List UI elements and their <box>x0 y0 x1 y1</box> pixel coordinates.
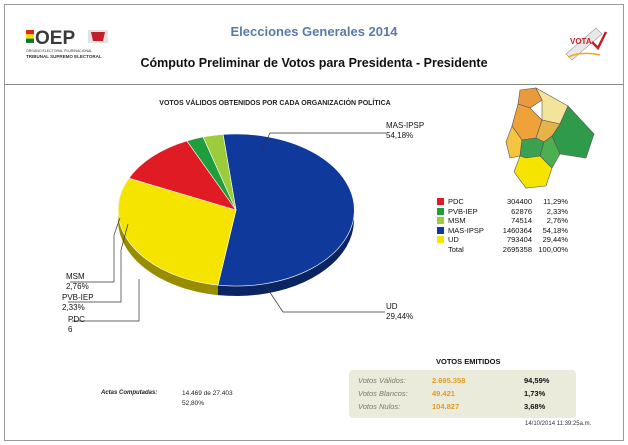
legend-pct: 2,76% <box>546 216 568 226</box>
legend-row: PVB-IEP 62876 2,33% <box>437 207 568 217</box>
emitidos-value: 49.421 <box>432 389 455 398</box>
logo-line-1: ÓRGANO ELECTORAL PLURINACIONAL <box>26 49 93 53</box>
oep-logo: OEP <box>26 28 108 49</box>
legend-pct: 29,44% <box>542 235 568 245</box>
label-mas-pct: 54,18% <box>386 131 414 140</box>
legend: PDC 304400 11,29% PVB-IEP 62876 2,33% MSM 74514… <box>437 197 568 254</box>
leader-pvb <box>68 223 129 303</box>
legend-name: Total <box>448 244 464 254</box>
timestamp: 14/10/2014 11:39:25a.m. <box>525 421 592 427</box>
bolivia-map <box>505 87 595 189</box>
emitidos-value: 2.695.358 <box>432 376 466 385</box>
legend-name: PVB-IEP <box>448 206 478 216</box>
pie-slice-mas-ipsp <box>217 133 355 287</box>
label-mas-name: MAS-IPSP <box>386 121 425 130</box>
legend-votes: 74514 <box>511 216 532 226</box>
actas-label: Actas Computadas: <box>101 390 158 396</box>
legend-swatch <box>437 246 444 253</box>
label-pvb-pct: 2,33% <box>62 303 85 312</box>
actas-pct: 52,80% <box>182 400 205 407</box>
logo-line-2: TRIBUNAL SUPREMO ELECTORAL <box>26 54 102 59</box>
emitidos-pct: 3,68% <box>524 402 546 411</box>
legend-pct: 54,18% <box>542 225 568 235</box>
leader-msm <box>70 217 121 283</box>
legend-swatch <box>437 207 444 215</box>
legend-pct: 11,29% <box>543 197 568 207</box>
chart-title: VOTOS VÁLIDOS OBTENIDOS POR CADA ORGANIZ… <box>159 100 391 107</box>
emitidos-title: VOTOS EMITIDOS <box>436 357 501 366</box>
emitidos-pct: 1,73% <box>524 389 546 398</box>
pie-slice-msm <box>202 134 237 211</box>
label-ud-name: UD <box>386 302 398 311</box>
label-msm-pct: 2,76% <box>66 282 89 291</box>
leader-ud <box>264 284 385 313</box>
emitidos-pct: 94,59% <box>524 376 550 385</box>
page-title: Elecciones Generales 2014 <box>230 24 398 39</box>
emitidos-label: Votos Nulos: <box>358 402 401 411</box>
vota-text: VOTA <box>570 37 592 46</box>
legend-votes: 304400 <box>506 197 532 207</box>
label-pdc-name: PDC <box>68 315 85 324</box>
vota-logo: VOTA <box>565 27 608 61</box>
legend-row: MSM 74514 2,76% <box>437 216 568 226</box>
actas-value: 14.469 de 27.403 <box>182 390 233 397</box>
legend-votes: 793404 <box>506 235 532 245</box>
legend-row: Total 2695358 100,00% <box>437 245 568 255</box>
emitidos-label: Votos Válidos: <box>358 376 406 385</box>
legend-row: UD 793404 29,44% <box>437 235 568 245</box>
legend-votes: 2695358 <box>502 244 532 254</box>
legend-votes: 62876 <box>511 206 532 216</box>
emitidos-value: 104.827 <box>432 402 460 411</box>
label-msm-name: MSM <box>66 272 85 281</box>
legend-pct: 2,33% <box>546 206 568 216</box>
legend-votes: 1460364 <box>502 225 532 235</box>
pie-slice-ud <box>117 177 237 286</box>
page-subtitle: Cómputo Preliminar de Votos para Preside… <box>140 56 488 70</box>
legend-name: MSM <box>448 216 466 226</box>
logo-text: OEP <box>35 28 75 49</box>
legend-name: PDC <box>448 197 464 207</box>
label-pdc-pct: 6 <box>68 325 73 334</box>
legend-name: MAS-IPSP <box>448 225 484 235</box>
legend-swatch <box>437 236 444 244</box>
pie-side-ud <box>118 178 218 296</box>
legend-row: PDC 304400 11,29% <box>437 197 568 207</box>
header-separator <box>4 84 624 85</box>
leader-mas <box>261 132 386 150</box>
legend-pct: 100,00% <box>538 244 568 254</box>
legend-swatch <box>437 217 444 225</box>
label-pvb-name: PVB-IEP <box>62 293 94 302</box>
label-ud-pct: 29,44% <box>386 312 414 321</box>
pie-slice-pdc <box>128 140 237 211</box>
legend-row: MAS-IPSP 1460364 54,18% <box>437 226 568 236</box>
legend-name: UD <box>448 235 459 245</box>
emitidos-label: Votos Blancos: <box>358 389 408 398</box>
legend-swatch <box>437 226 444 234</box>
legend-swatch <box>437 198 444 206</box>
leader-pdc <box>72 279 140 322</box>
emitidos-box <box>349 370 576 418</box>
